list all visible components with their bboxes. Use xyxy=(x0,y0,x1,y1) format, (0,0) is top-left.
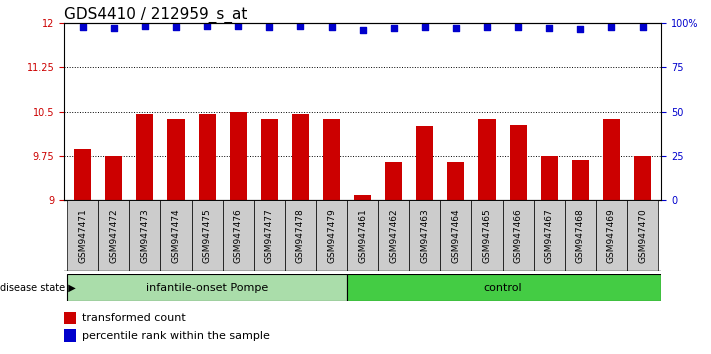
Point xyxy=(481,24,493,30)
Bar xyxy=(565,200,596,271)
Point xyxy=(419,24,431,30)
Point xyxy=(294,23,306,29)
Point xyxy=(450,25,461,31)
Text: GSM947464: GSM947464 xyxy=(451,208,461,263)
Text: GDS4410 / 212959_s_at: GDS4410 / 212959_s_at xyxy=(64,7,247,23)
Point xyxy=(357,27,368,33)
Bar xyxy=(603,119,620,200)
Bar xyxy=(510,125,527,200)
Bar xyxy=(137,114,154,200)
Point xyxy=(232,23,244,29)
Bar xyxy=(416,126,434,200)
Text: GSM947479: GSM947479 xyxy=(327,208,336,263)
Text: percentile rank within the sample: percentile rank within the sample xyxy=(82,331,269,341)
Text: GSM947463: GSM947463 xyxy=(420,208,429,263)
Text: GSM947465: GSM947465 xyxy=(483,208,491,263)
Text: GSM947471: GSM947471 xyxy=(78,208,87,263)
Bar xyxy=(323,119,340,200)
Bar xyxy=(98,200,129,271)
Text: transformed count: transformed count xyxy=(82,313,186,323)
Point xyxy=(388,25,400,31)
Bar xyxy=(223,200,254,271)
Text: GSM947461: GSM947461 xyxy=(358,208,367,263)
Bar xyxy=(540,156,558,200)
Bar xyxy=(596,200,627,271)
Bar xyxy=(410,200,440,271)
Text: GSM947473: GSM947473 xyxy=(140,208,149,263)
Point xyxy=(264,24,275,30)
Text: GSM947477: GSM947477 xyxy=(264,208,274,263)
Point xyxy=(513,24,524,30)
Point xyxy=(201,23,213,29)
Bar xyxy=(198,114,215,200)
Bar xyxy=(261,119,278,200)
Text: infantile-onset Pompe: infantile-onset Pompe xyxy=(146,282,268,293)
Text: control: control xyxy=(483,282,522,293)
Text: GSM947472: GSM947472 xyxy=(109,208,118,263)
Bar xyxy=(254,200,285,271)
Bar xyxy=(191,200,223,271)
Bar xyxy=(129,200,161,271)
Text: disease state ▶: disease state ▶ xyxy=(0,282,76,293)
Point xyxy=(139,23,151,29)
Bar xyxy=(316,200,347,271)
Text: GSM947470: GSM947470 xyxy=(638,208,647,263)
Bar xyxy=(503,200,534,271)
Text: GSM947467: GSM947467 xyxy=(545,208,554,263)
Bar xyxy=(378,200,410,271)
Text: GSM947466: GSM947466 xyxy=(513,208,523,263)
Bar xyxy=(64,312,76,324)
Point xyxy=(170,24,181,30)
Bar xyxy=(64,329,76,342)
Bar xyxy=(67,200,98,271)
Point xyxy=(108,25,119,30)
Text: GSM947469: GSM947469 xyxy=(607,208,616,263)
Bar xyxy=(285,200,316,271)
Point xyxy=(574,26,586,32)
Bar xyxy=(440,200,471,271)
Bar xyxy=(447,162,464,200)
Bar xyxy=(230,112,247,200)
Bar xyxy=(634,156,651,200)
Point xyxy=(637,24,648,30)
Point xyxy=(326,24,337,30)
Text: GSM947476: GSM947476 xyxy=(234,208,242,263)
Bar xyxy=(105,156,122,200)
Text: GSM947468: GSM947468 xyxy=(576,208,585,263)
Text: GSM947475: GSM947475 xyxy=(203,208,212,263)
Text: GSM947474: GSM947474 xyxy=(171,208,181,263)
Bar xyxy=(534,200,565,271)
Text: GSM947478: GSM947478 xyxy=(296,208,305,263)
Bar xyxy=(167,119,185,200)
Bar xyxy=(572,160,589,200)
Bar xyxy=(471,200,503,271)
Bar xyxy=(347,274,661,301)
Bar xyxy=(161,200,191,271)
Point xyxy=(77,24,88,30)
Text: GSM947462: GSM947462 xyxy=(389,208,398,263)
Bar xyxy=(479,119,496,200)
Bar xyxy=(627,200,658,271)
Bar xyxy=(347,200,378,271)
Bar xyxy=(292,114,309,200)
Bar xyxy=(67,274,347,301)
Point xyxy=(606,24,617,30)
Point xyxy=(543,25,555,31)
Bar xyxy=(354,195,371,200)
Bar xyxy=(385,162,402,200)
Bar xyxy=(74,149,91,200)
